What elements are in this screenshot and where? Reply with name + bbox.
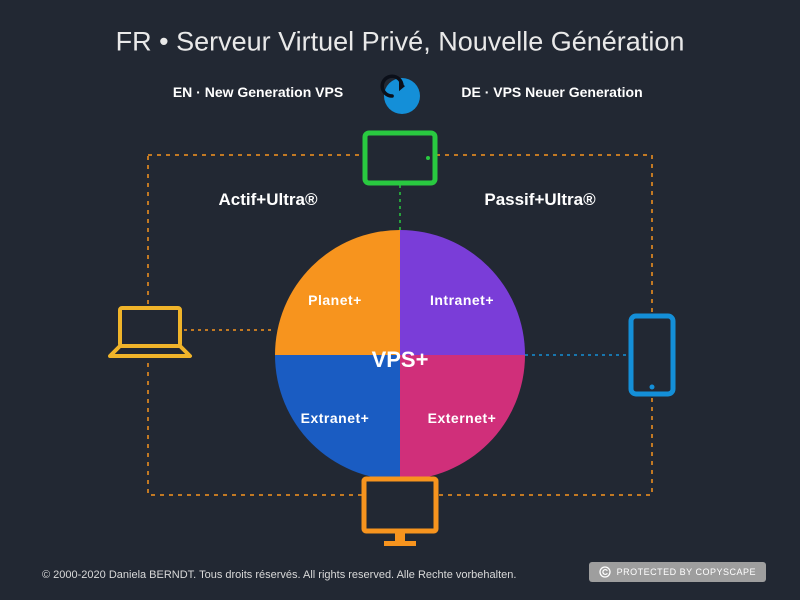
quadrant-label-bl: Extranet+ [301,410,370,426]
badge-text: PROTECTED BY COPYSCAPE [617,567,756,577]
quadrant-label-tr: Intranet+ [430,292,494,308]
subtitle-en: EN · New Generation VPS [173,84,343,100]
diagram-svg [0,0,800,600]
device-tablet-icon [365,133,435,183]
quadrant-label-br: Externet+ [428,410,497,426]
quadrant-label-tl: Planet+ [308,292,362,308]
center-label: VPS+ [372,347,429,373]
category-passif-label: Passif+Ultra® [484,190,595,210]
device-monitor-icon [364,479,436,546]
copyright-icon [599,566,611,578]
subtitle-de: DE · VPS Neuer Generation [461,84,642,100]
refresh-icon [382,76,420,114]
category-actif-label: Actif+Ultra® [219,190,318,210]
infographic-canvas: FR • Serveur Virtuel Privé, Nouvelle Gén… [0,0,800,600]
copyscape-badge: PROTECTED BY COPYSCAPE [589,562,766,582]
page-title: FR • Serveur Virtuel Privé, Nouvelle Gén… [116,27,685,58]
device-phone-icon [631,316,673,394]
device-laptop-icon [110,308,190,356]
footer-copyright: © 2000-2020 Daniela BERNDT. Tous droits … [42,569,516,581]
